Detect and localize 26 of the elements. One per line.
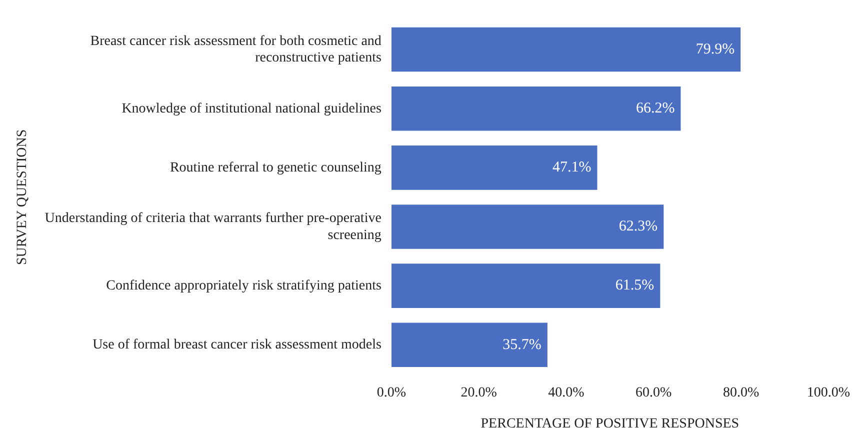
- x-tick-label: 20.0%: [460, 385, 498, 400]
- data-label: 79.9%: [696, 41, 735, 58]
- y-tick-label: Understanding of criteria that warrants further pre-operative screening: [44, 211, 382, 243]
- bar: [391, 204, 664, 249]
- x-tick-label: 80.0%: [722, 385, 760, 400]
- x-tick-label: 100.0%: [806, 385, 850, 400]
- y-tick-label: Breast cancer risk assessment for both cosmetic and reconstructive patients: [90, 34, 382, 66]
- data-label: 61.5%: [615, 278, 654, 294]
- data-label: 35.7%: [502, 336, 542, 353]
- data-label: 66.2%: [636, 100, 675, 117]
- x-tick-label: 0.0%: [376, 385, 406, 400]
- bar: [391, 27, 741, 72]
- bar: [391, 146, 598, 190]
- data-label: 47.1%: [552, 160, 592, 176]
- x-tick-label: 60.0%: [636, 385, 672, 400]
- y-tick-label: Knowledge of institutional national guidelines: [122, 101, 382, 116]
- bar: [391, 322, 548, 368]
- y-tick-label: Use of formal breast cancer risk assessment models: [92, 338, 382, 353]
- bar: [391, 264, 660, 308]
- y-tick-label: Routine referral to genetic counseling: [170, 160, 382, 176]
- x-axis-title: PERCENTAGE OF POSITIVE RESPONSES: [480, 416, 740, 432]
- x-tick-label: 40.0%: [548, 385, 585, 400]
- y-axis-title: SURVEY QUESTIONS: [15, 129, 30, 266]
- bar: [391, 86, 681, 131]
- data-label: 62.3%: [618, 218, 658, 235]
- y-tick-label: Confidence appropriately risk stratifying patients: [106, 278, 382, 294]
